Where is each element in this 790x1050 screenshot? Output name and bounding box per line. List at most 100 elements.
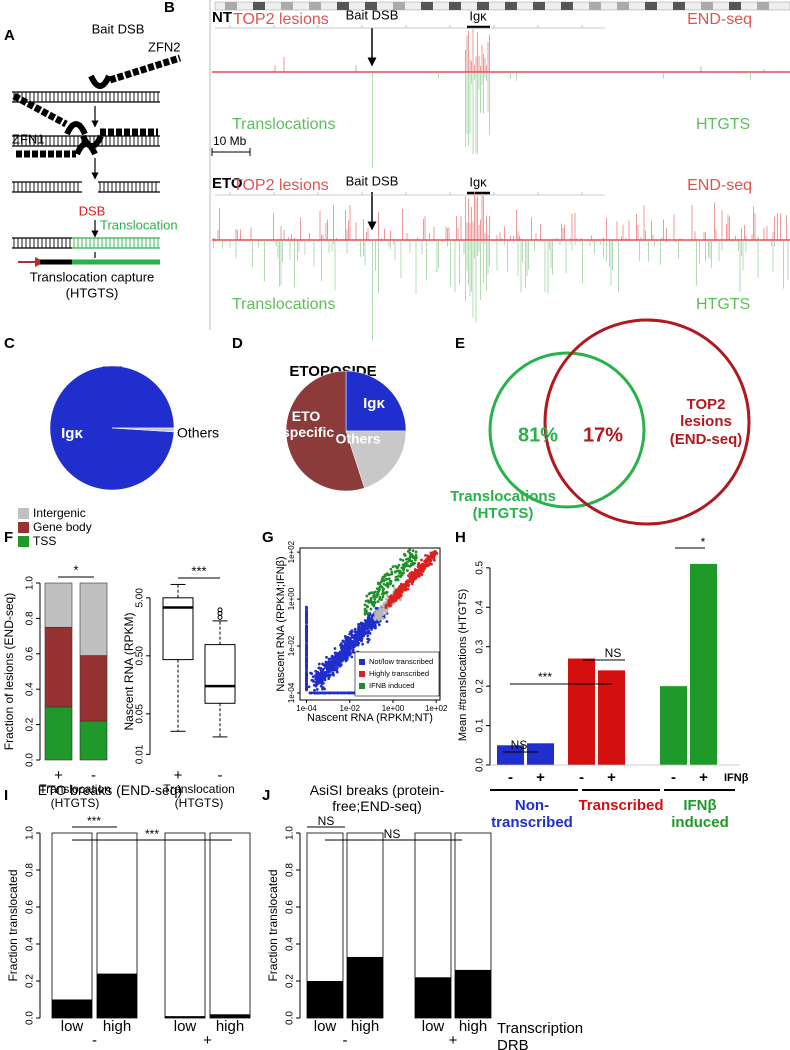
point-cloud xyxy=(338,650,342,654)
point-cloud xyxy=(366,620,370,624)
label: Igκ xyxy=(469,8,487,23)
label: HTGTS xyxy=(696,116,750,133)
bar xyxy=(52,999,92,1018)
point-cloud xyxy=(305,642,308,646)
ideogram-band xyxy=(757,2,769,10)
y-tick-label: 0.2 xyxy=(285,974,296,988)
x-tick-label: - xyxy=(91,767,96,784)
point-cloud xyxy=(314,674,318,678)
point-cloud xyxy=(356,637,359,641)
label: Igκ xyxy=(469,174,487,189)
outlier xyxy=(217,607,223,613)
group-label: + xyxy=(449,1032,458,1049)
point-cloud xyxy=(391,565,395,569)
bar xyxy=(598,670,625,765)
point-cloud xyxy=(376,600,380,604)
bar-segment xyxy=(79,582,108,656)
point-cloud xyxy=(397,589,400,592)
point-cloud xyxy=(405,557,408,561)
x-tick-label: 1e+02 xyxy=(425,704,448,713)
point-cloud xyxy=(385,593,389,597)
point-cloud xyxy=(379,604,383,608)
ideogram-band xyxy=(729,2,741,10)
y-tick-label: 0.8 xyxy=(25,863,36,877)
point-cloud xyxy=(335,654,338,658)
point-cloud xyxy=(435,552,439,555)
label: ZFN1 xyxy=(12,131,45,146)
point-cloud xyxy=(389,594,393,598)
point-cloud xyxy=(328,662,332,666)
bar xyxy=(415,977,451,1018)
overlap-value: 17% xyxy=(583,424,623,446)
x-tick-label: low xyxy=(422,1018,445,1035)
point-cloud xyxy=(338,652,342,656)
point-cloud xyxy=(325,655,328,659)
point-cloud xyxy=(389,582,393,585)
point-cloud xyxy=(400,566,404,570)
row-label: DRB xyxy=(497,1037,529,1050)
ideogram-band xyxy=(309,2,321,10)
point-cloud xyxy=(321,662,324,666)
x-tick-label: - xyxy=(579,769,584,786)
label: *** xyxy=(145,827,159,841)
slice-label: Others xyxy=(335,431,380,447)
x-tick-label: low xyxy=(314,1018,337,1035)
y-tick-label: 0.3 xyxy=(475,639,486,653)
y-tick-label: 5.00 xyxy=(135,588,146,608)
point-cloud xyxy=(389,567,393,571)
point-cloud xyxy=(415,556,418,559)
x-tick-label: high xyxy=(351,1018,379,1035)
point-cloud xyxy=(350,629,354,633)
point-cloud xyxy=(401,558,405,562)
point-cloud xyxy=(394,578,398,582)
x-tick-label: - xyxy=(671,769,676,786)
point-cloud xyxy=(307,685,311,689)
point-cloud xyxy=(337,691,340,695)
point-cloud xyxy=(368,591,372,595)
point-cloud xyxy=(341,650,345,654)
point-cloud xyxy=(428,561,432,565)
y-tick-label: 0.8 xyxy=(285,863,296,877)
y-tick-label: 0.4 xyxy=(25,682,36,696)
ideogram-band xyxy=(253,2,265,10)
point-cloud xyxy=(357,641,361,645)
y-tick-label: 0.6 xyxy=(25,646,36,660)
point-cloud xyxy=(318,677,321,681)
point-cloud xyxy=(305,650,308,654)
pie-slice xyxy=(345,430,407,489)
point-cloud xyxy=(366,624,370,628)
point-cloud xyxy=(357,630,361,634)
point-cloud xyxy=(419,564,423,568)
zfn-head xyxy=(64,121,88,136)
point-cloud xyxy=(336,660,339,663)
point-cloud xyxy=(315,688,319,691)
y-tick-label: 0.1 xyxy=(475,718,486,732)
point-cloud xyxy=(315,691,319,695)
point-cloud xyxy=(352,651,355,654)
y-tick-label: 1e-02 xyxy=(287,635,296,656)
point-cloud xyxy=(399,558,402,561)
point-cloud xyxy=(372,604,376,608)
zfn2 xyxy=(108,54,182,84)
x-tick-label: + xyxy=(699,769,708,786)
point-cloud xyxy=(385,590,389,594)
y-tick-label: 1.0 xyxy=(285,826,296,840)
label: *** xyxy=(191,563,206,578)
label: ZFN2 xyxy=(148,39,181,54)
point-cloud xyxy=(350,655,354,659)
point-cloud xyxy=(352,640,355,644)
point-cloud xyxy=(404,564,407,568)
bar xyxy=(97,973,137,1018)
y-tick-label: 0.5 xyxy=(475,560,486,574)
point-cloud xyxy=(380,585,384,589)
point-cloud xyxy=(376,620,380,624)
legend-swatch xyxy=(18,522,29,533)
y-tick-label: 0.05 xyxy=(135,704,146,724)
point-cloud xyxy=(385,603,389,607)
point-cloud xyxy=(367,629,371,633)
bar xyxy=(660,686,687,765)
point-cloud xyxy=(380,592,384,596)
point-cloud xyxy=(432,556,436,560)
point-cloud xyxy=(398,594,402,598)
